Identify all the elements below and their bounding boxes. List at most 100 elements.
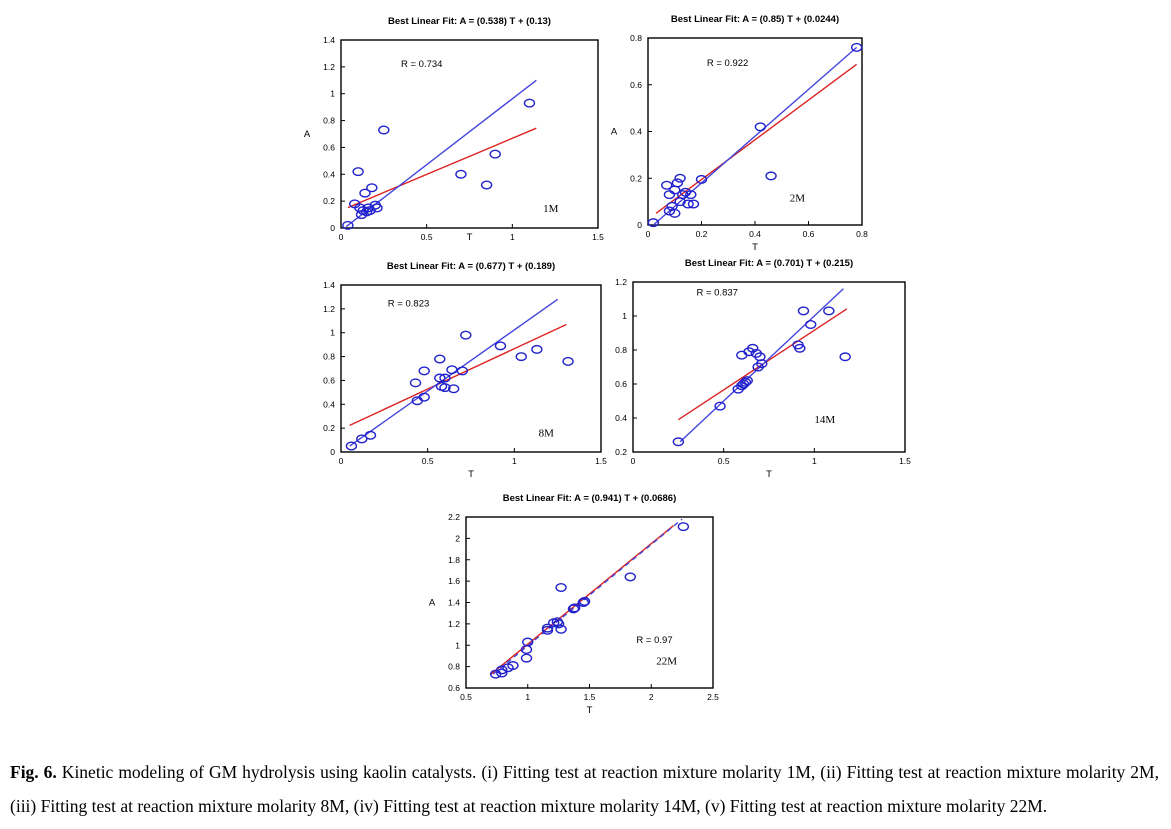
y-tick-label: 0.2 <box>630 173 642 183</box>
data-point <box>669 208 681 218</box>
y-tick-label: 1.4 <box>323 280 335 290</box>
best-fit-line <box>349 323 567 427</box>
y-tick-label: 2 <box>455 533 460 543</box>
y-axis-label: A <box>429 598 436 609</box>
data-point <box>754 122 767 132</box>
data-point <box>342 220 354 230</box>
best-fit-line <box>347 127 537 209</box>
y-tick-label: 0.6 <box>323 142 335 152</box>
y-tick-label: 0.6 <box>630 80 642 90</box>
y-tick-label: 0.4 <box>323 399 335 409</box>
data-point <box>805 319 817 329</box>
x-tick-label: 1.5 <box>595 456 607 466</box>
y-tick-label: 0.6 <box>615 379 627 389</box>
y-tick-label: 0.2 <box>323 196 335 206</box>
data-point <box>447 384 460 394</box>
y-tick-label: 0.8 <box>323 116 335 126</box>
y-tick-label: 0 <box>637 220 642 230</box>
data-point <box>418 366 430 376</box>
x-tick-label: 2.5 <box>707 692 719 702</box>
x-axis-label: T <box>468 469 474 480</box>
data-point <box>555 583 567 593</box>
data-point <box>736 350 748 360</box>
molarity-label: 2M <box>790 193 806 205</box>
plot-frame <box>340 284 602 453</box>
data-point <box>671 178 684 188</box>
x-tick-label: 1 <box>510 232 515 242</box>
data-point <box>352 167 364 177</box>
data-point <box>823 306 835 316</box>
data-point <box>672 437 685 447</box>
data-point <box>371 203 383 213</box>
data-point <box>418 392 430 402</box>
y-tick-label: 0 <box>330 223 335 233</box>
data-point <box>434 373 446 383</box>
data-point <box>439 373 451 383</box>
r-value-label: R = 0.837 <box>696 288 737 299</box>
data-point <box>446 365 458 375</box>
data-point <box>624 572 636 582</box>
data-point <box>489 149 501 159</box>
y-tick-label: 1 <box>622 311 627 321</box>
chart-fit-22m: Best Linear Fit: A = (0.941) T + (0.0686… <box>420 487 727 724</box>
data-point <box>480 180 493 190</box>
data-point <box>552 619 565 629</box>
data-point <box>677 190 689 200</box>
data-point <box>674 173 686 183</box>
data-point <box>522 637 534 647</box>
data-point <box>496 665 508 675</box>
plot-svg-fit-22m: Best Linear Fit: A = (0.941) T + (0.0686… <box>429 493 719 716</box>
data-point <box>507 661 519 671</box>
plot-frame <box>647 37 863 226</box>
y-tick-label: 0.4 <box>615 413 627 423</box>
y-tick-label: 0.8 <box>615 345 627 355</box>
x-tick-label: 1.5 <box>899 456 911 466</box>
x-tick-label: 0 <box>646 229 651 239</box>
data-point <box>839 352 851 362</box>
data-point <box>356 434 368 444</box>
molarity-label: 8M <box>539 427 555 439</box>
data-point <box>647 218 660 228</box>
y-axis-label: A <box>304 129 311 140</box>
data-point <box>756 359 768 369</box>
data-point <box>850 42 863 52</box>
y-tick-label: 2.2 <box>448 512 460 522</box>
data-point <box>378 125 390 135</box>
data-point <box>568 603 581 613</box>
x-tick-label: 1 <box>812 456 817 466</box>
y-tick-label: 0.2 <box>615 447 627 457</box>
figure-caption-text: Kinetic modeling of GM hydrolysis using … <box>10 761 1159 816</box>
data-point <box>562 356 574 366</box>
plot-svg-fit-1m: Best Linear Fit: A = (0.538) T + (0.13) 0… <box>304 16 604 243</box>
data-point <box>682 199 694 209</box>
data-point <box>541 625 554 635</box>
data-point <box>714 401 726 411</box>
molarity-label: 22M <box>656 655 677 667</box>
y-tick-label: 0.6 <box>323 375 335 385</box>
data-point <box>687 199 700 209</box>
data-point <box>366 183 378 193</box>
x-axis-label: T <box>766 469 772 480</box>
data-point <box>555 624 567 634</box>
data-point <box>345 441 358 451</box>
model-line <box>679 288 844 443</box>
data-point <box>456 366 469 376</box>
y-tick-label: 1 <box>455 640 460 650</box>
data-point <box>523 98 536 108</box>
y-tick-label: 0.4 <box>323 169 335 179</box>
data-point <box>677 522 690 532</box>
chart-fit-1m: Best Linear Fit: A = (0.538) T + (0.13) 0… <box>295 10 612 264</box>
data-point <box>496 668 508 678</box>
data-point <box>661 180 673 190</box>
x-tick-label: 0.5 <box>460 692 472 702</box>
y-tick-label: 1.6 <box>448 576 460 586</box>
data-point <box>494 341 507 351</box>
x-tick-label: 0.5 <box>421 232 433 242</box>
data-point <box>359 188 371 198</box>
plot-title: Best Linear Fit: A = (0.538) T + (0.13) <box>388 16 551 27</box>
x-tick-label: 2 <box>649 692 654 702</box>
y-tick-label: 1 <box>330 89 335 99</box>
data-point <box>439 383 451 393</box>
plot-svg-fit-8m: Best Linear Fit: A = (0.677) T + (0.189)… <box>323 261 607 480</box>
x-tick-label: 1 <box>512 456 517 466</box>
